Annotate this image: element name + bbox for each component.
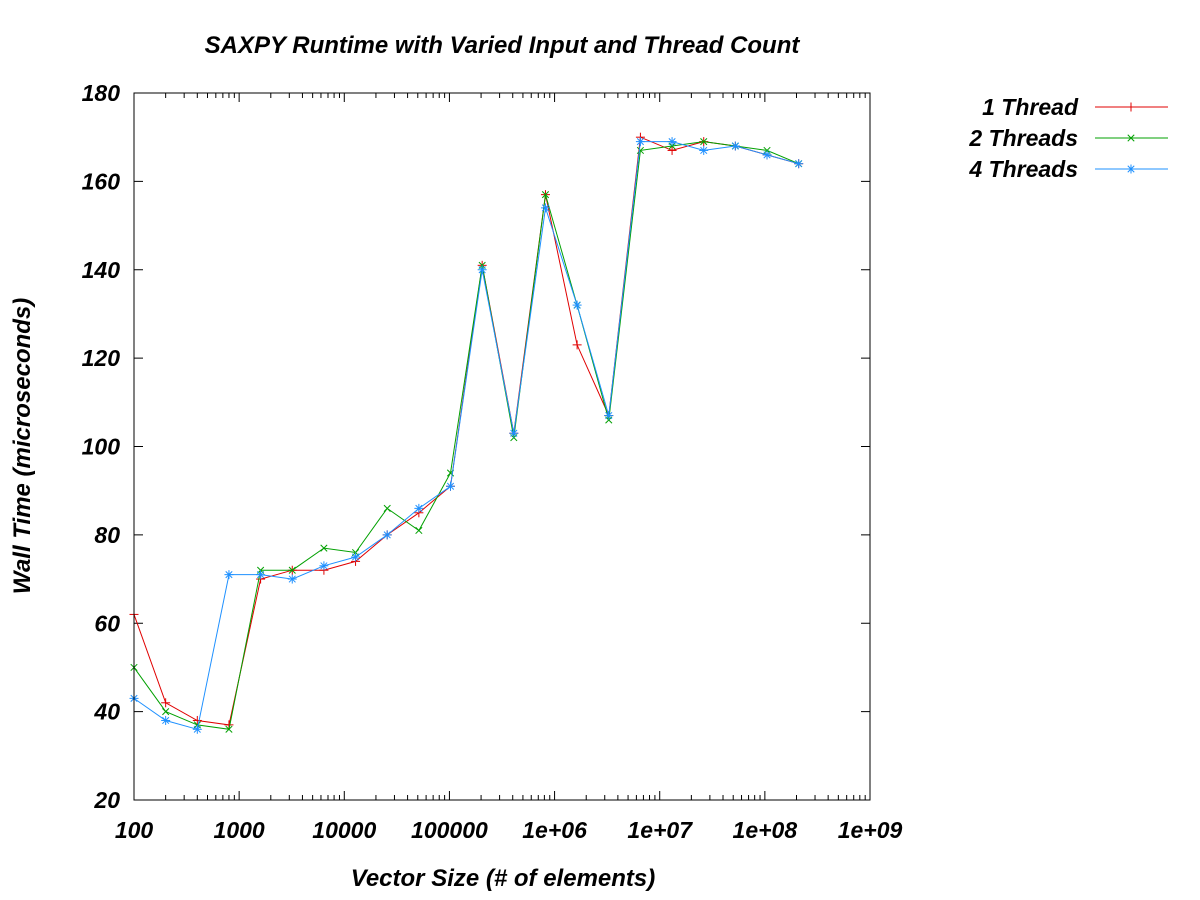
- y-tick-label: 180: [82, 80, 121, 106]
- y-tick-label: 80: [94, 522, 120, 548]
- data-point: [635, 137, 645, 147]
- data-point: [762, 150, 772, 160]
- x-tick-label: 100000: [411, 817, 488, 843]
- legend-label: 2 Threads: [968, 125, 1078, 151]
- data-point: [415, 526, 423, 535]
- x-tick-label: 1000: [214, 817, 265, 843]
- data-point: [256, 570, 266, 580]
- data-point: [509, 428, 519, 438]
- data-point: [700, 138, 708, 146]
- y-tick-label: 20: [93, 787, 120, 813]
- data-point: [540, 203, 550, 213]
- y-tick-label: 60: [94, 610, 120, 636]
- x-tick-label: 1e+07: [627, 817, 693, 843]
- x-tick-label: 1e+08: [733, 817, 798, 843]
- y-tick-label: 140: [82, 257, 121, 283]
- series-line: [133, 141, 799, 730]
- data-point: [667, 145, 677, 155]
- chart-title: SAXPY Runtime with Varied Input and Thre…: [205, 32, 801, 59]
- x-tick-label: 1e+06: [522, 817, 587, 843]
- data-point: [382, 530, 392, 540]
- series-line: [133, 136, 799, 726]
- y-tick-label: 120: [82, 345, 121, 371]
- series-line: [133, 141, 799, 730]
- data-point: [730, 141, 740, 151]
- data-point: [161, 698, 171, 708]
- data-point: [446, 481, 456, 491]
- x-tick-label: 10000: [312, 817, 376, 843]
- series-3: [129, 137, 804, 734]
- data-point: [541, 191, 550, 199]
- x-axis-label: Vector Size (# of elements): [351, 865, 656, 892]
- data-point: [224, 570, 234, 580]
- x-tick-label: 100: [115, 817, 154, 843]
- data-point: [288, 566, 296, 574]
- plot-frame: [133, 92, 871, 801]
- data-point: [383, 504, 391, 512]
- data-point: [161, 715, 171, 725]
- y-axis-label: Wall Time (microseconds): [9, 298, 36, 595]
- legend-marker: [1127, 134, 1135, 142]
- legend-label: 1 Thread: [982, 94, 1079, 120]
- data-point: [320, 544, 328, 552]
- data-point: [572, 340, 582, 350]
- legend-label: 4 Threads: [968, 156, 1078, 182]
- data-point: [477, 265, 487, 275]
- data-point: [636, 146, 645, 155]
- data-point: [794, 159, 804, 169]
- data-point: [667, 137, 677, 147]
- axis-ticks: 20 40 60 80 100 120 140 160 180 100 1000 10000 10000…: [82, 80, 903, 843]
- y-tick-label: 40: [93, 699, 120, 725]
- data-point: [162, 708, 170, 716]
- data-point: [192, 724, 202, 734]
- data-point: [351, 552, 361, 562]
- y-tick-label: 100: [82, 434, 121, 460]
- data-point: [319, 561, 329, 571]
- series-1: [129, 132, 804, 730]
- data-point: [604, 411, 614, 421]
- data-point: [572, 300, 582, 310]
- data-point: [192, 715, 202, 725]
- plot-series: [129, 132, 804, 734]
- legend-marker: [1126, 102, 1136, 112]
- data-point: [225, 725, 233, 733]
- data-point: [699, 145, 709, 155]
- data-point: [414, 503, 424, 513]
- data-point: [287, 574, 297, 584]
- y-tick-label: 160: [82, 168, 121, 194]
- series-2: [130, 138, 803, 733]
- legend-marker: [1126, 164, 1136, 174]
- legend: 1 Thread 2 Threads 4 Threads: [968, 94, 1168, 182]
- x-tick-label: 1e+09: [838, 817, 903, 843]
